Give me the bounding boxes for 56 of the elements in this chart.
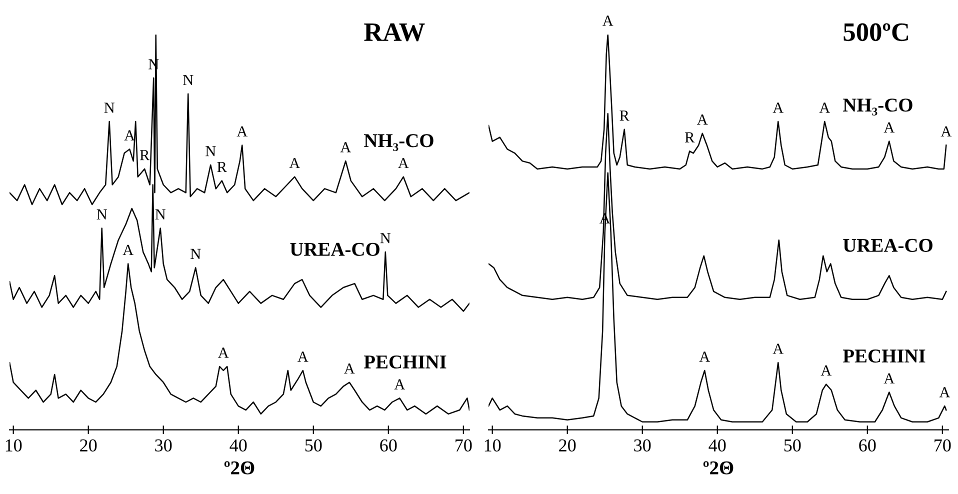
annotation: A bbox=[884, 373, 895, 384]
x-tick-label: 10 bbox=[6, 439, 22, 452]
annotation: A bbox=[772, 344, 784, 354]
annotation: A bbox=[820, 365, 832, 376]
x-tick-label: 30 bbox=[155, 439, 172, 452]
annotation: A bbox=[394, 379, 406, 390]
series-label: UREA-CO bbox=[290, 242, 380, 256]
annotation: N bbox=[380, 233, 391, 244]
x-tick-label: 60 bbox=[380, 439, 397, 452]
annotation: R bbox=[140, 150, 150, 160]
x-tick-label: 70 bbox=[934, 439, 951, 452]
x-tick-label: 30 bbox=[634, 439, 651, 452]
annotation: A bbox=[699, 352, 710, 362]
annotation: A bbox=[772, 102, 784, 113]
annotation: A bbox=[939, 387, 950, 398]
x-tick-label: 40 bbox=[708, 439, 726, 452]
annotation: A bbox=[289, 158, 300, 168]
x-tick-label: 70 bbox=[456, 439, 472, 452]
annotation: N bbox=[190, 248, 201, 259]
series-label: UREA-CO bbox=[843, 238, 932, 252]
annotation: R bbox=[620, 110, 630, 121]
annotation: N bbox=[183, 75, 194, 86]
x-tick-label: 50 bbox=[784, 439, 801, 452]
annotation: A bbox=[340, 142, 352, 152]
x-tick-label: 50 bbox=[305, 439, 322, 452]
annotation: A bbox=[236, 126, 248, 136]
chart-title: 500ºC bbox=[844, 23, 908, 42]
annotation: N bbox=[104, 102, 115, 113]
annotation: A bbox=[218, 348, 229, 358]
series-label: PECHINI bbox=[364, 355, 446, 369]
x-axis-title: º2Θ bbox=[703, 461, 734, 474]
annotation: N bbox=[206, 146, 216, 156]
series-label: NH₃-CO bbox=[364, 134, 434, 152]
annotation: A bbox=[344, 363, 355, 374]
annotation: A bbox=[124, 130, 136, 140]
x-tick-label: 10 bbox=[484, 439, 501, 452]
x-tick-label: 60 bbox=[859, 439, 876, 452]
annotation: A bbox=[122, 244, 134, 255]
annotation: A bbox=[884, 122, 895, 132]
annotation: N bbox=[155, 209, 166, 220]
series-label: PECHINI bbox=[842, 350, 926, 363]
chart-title: RAW bbox=[364, 23, 425, 42]
annotation: A bbox=[298, 352, 308, 362]
x-tick-label: 20 bbox=[80, 439, 97, 452]
annotation: R bbox=[684, 132, 695, 142]
annotation: A bbox=[398, 158, 409, 168]
x-tick-label: 40 bbox=[230, 439, 247, 452]
annotation: R bbox=[217, 162, 227, 172]
series-label: NH₃-CO bbox=[843, 98, 912, 116]
annotation: A bbox=[602, 16, 614, 26]
annotation: A bbox=[697, 114, 708, 125]
annotation: N bbox=[96, 209, 108, 220]
annotation: A bbox=[940, 126, 952, 136]
x-tick-label: 20 bbox=[559, 439, 576, 452]
x-axis-title: º2Θ bbox=[224, 461, 254, 474]
annotation: A bbox=[819, 102, 830, 113]
